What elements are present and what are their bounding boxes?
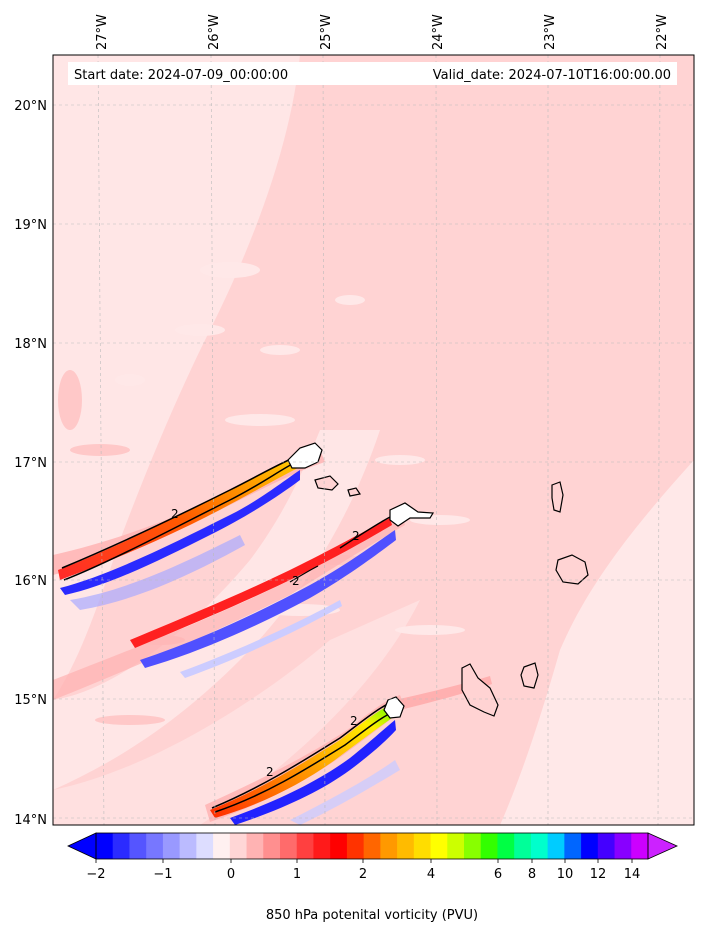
colorbar-cell (363, 833, 381, 859)
colorbar-cell (597, 833, 616, 859)
colorbar-cell (413, 833, 432, 859)
colorbar-label: 850 hPa potenital vorticity (PVU) (266, 908, 478, 923)
colorbar-cell (397, 833, 415, 859)
colorbar-cell (380, 833, 398, 859)
colorbar-cell (196, 833, 214, 859)
colorbar-cell (296, 833, 314, 859)
colorbar-tick-label: 12 (590, 867, 607, 882)
lat-label: 20°N (14, 99, 47, 114)
island-sao-vicente (314, 475, 339, 491)
lat-label: 16°N (14, 574, 47, 589)
colorbar-tick-label: 8 (528, 867, 536, 882)
colorbar-cell (547, 833, 565, 859)
colorbar-cell (564, 833, 582, 859)
colorbar: −2 −1 0 1 2 4 6 8 10 12 14 850 hPa potenital vorti… (67, 832, 678, 923)
latitude-labels: 20°N 19°N 18°N 17°N 16°N 15°N 14°N (14, 99, 47, 828)
pv-band-north (53, 450, 325, 610)
contour-label: 2 (266, 765, 274, 779)
colorbar-cell (179, 833, 197, 859)
pv-field: 2 2 2 2 2 (53, 55, 694, 825)
lon-label: 22°W (655, 14, 670, 50)
colorbar-cell (129, 833, 147, 859)
colorbar-cell (213, 833, 231, 859)
colorbar-cells (96, 833, 649, 859)
lon-label: 23°W (543, 14, 558, 50)
colorbar-extend-low (67, 832, 97, 860)
colorbar-frame (95, 832, 649, 860)
colorbar-cell (480, 833, 498, 859)
island-sao-nicolau (389, 502, 435, 527)
colorbar-cell (430, 833, 448, 859)
lon-label: 26°W (207, 14, 222, 50)
colorbar-ticks: −2 −1 0 1 2 4 6 8 10 12 14 (86, 859, 640, 882)
colorbar-cell (497, 833, 515, 859)
island-maio (520, 662, 539, 689)
colorbar-tick-label: 6 (494, 867, 502, 882)
island-santa-luzia (347, 487, 361, 497)
valid-date: Valid_date: 2024-07-10T16:00:00.00 (433, 68, 671, 83)
colorbar-cell (280, 833, 298, 859)
colorbar-cell (330, 833, 348, 859)
island-boa-vista (555, 554, 589, 585)
colorbar-cell (313, 833, 331, 859)
colorbar-cell (263, 833, 281, 859)
contour-label: 2 (171, 507, 179, 521)
island-fogo (383, 696, 405, 719)
colorbar-cell (96, 833, 114, 859)
colorbar-tick-label: 10 (557, 867, 574, 882)
lat-label: 17°N (14, 456, 47, 471)
colorbar-cell (464, 833, 482, 859)
lon-label: 27°W (95, 14, 110, 50)
lon-label: 24°W (431, 14, 446, 50)
colorbar-tick-label: −1 (153, 867, 172, 882)
colorbar-cell (581, 833, 599, 859)
colorbar-cell (447, 833, 465, 859)
colorbar-tick-label: 4 (427, 867, 435, 882)
contour-label: 2 (352, 529, 360, 543)
colorbar-cell (229, 833, 248, 859)
start-date: Start date: 2024-07-09_00:00:00 (74, 68, 288, 83)
colorbar-tick-label: 14 (624, 867, 641, 882)
lon-label: 25°W (319, 14, 334, 50)
colorbar-cell (514, 833, 532, 859)
contour-labels: 2 2 2 2 2 (171, 507, 360, 779)
colorbar-cell (162, 833, 181, 859)
colorbar-tick-label: −2 (86, 867, 105, 882)
island-santiago (461, 663, 499, 717)
colorbar-cell (346, 833, 365, 859)
gridlines (53, 55, 694, 825)
colorbar-cell (146, 833, 164, 859)
longitude-labels: 27°W 26°W 25°W 24°W 23°W 22°W (95, 14, 670, 50)
map-frame (52, 54, 695, 826)
colorbar-tick-label: 1 (293, 867, 301, 882)
colorbar-cell (631, 833, 649, 859)
lat-label: 14°N (14, 813, 47, 828)
colorbar-cell (614, 833, 632, 859)
pv-band-middle (53, 512, 405, 700)
colorbar-cell (246, 833, 264, 859)
colorbar-tick-label: 2 (359, 867, 367, 882)
colorbar-extend-high (647, 832, 678, 860)
lat-label: 19°N (14, 218, 47, 233)
colorbar-cell (530, 833, 549, 859)
contour-label: 2 (350, 714, 358, 728)
lat-label: 18°N (14, 337, 47, 352)
contour-label: 2 (292, 574, 300, 588)
colorbar-tick-label: 0 (227, 867, 235, 882)
lat-label: 15°N (14, 693, 47, 708)
island-sal (551, 481, 564, 513)
colorbar-cell (112, 833, 130, 859)
info-box (68, 62, 677, 85)
